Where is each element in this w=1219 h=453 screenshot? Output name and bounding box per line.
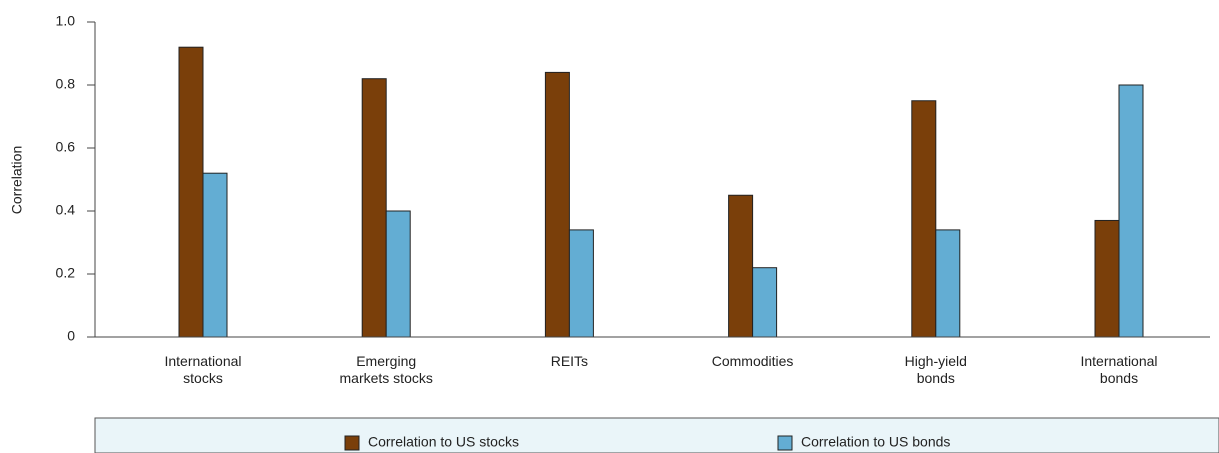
x-tick-label: REITs bbox=[550, 353, 589, 369]
bar bbox=[178, 46, 204, 338]
bar bbox=[935, 229, 961, 338]
legend-swatch bbox=[344, 435, 360, 451]
legend-box bbox=[94, 417, 1219, 453]
bar bbox=[568, 229, 594, 338]
x-tick-label: Emerging markets stocks bbox=[339, 353, 433, 386]
y-tick-label: 1.0 bbox=[56, 13, 76, 29]
bar bbox=[1094, 219, 1120, 338]
bar bbox=[1118, 84, 1144, 338]
y-tick-label: 0.6 bbox=[56, 139, 76, 155]
y-tick-label: 0.8 bbox=[56, 76, 76, 92]
legend-label: Correlation to US stocks bbox=[368, 434, 519, 450]
bar bbox=[728, 194, 754, 338]
y-tick-label: 0 bbox=[67, 328, 75, 344]
x-tick-label: International stocks bbox=[164, 353, 242, 386]
y-tick-label: 0.4 bbox=[56, 202, 76, 218]
bar bbox=[752, 267, 778, 338]
bar bbox=[202, 172, 228, 338]
x-tick-label: International bonds bbox=[1080, 353, 1158, 386]
bar bbox=[361, 78, 387, 338]
x-tick-label: High-yield bonds bbox=[904, 353, 967, 386]
y-axis-label: Correlation bbox=[9, 146, 25, 214]
bar bbox=[911, 100, 937, 338]
bar bbox=[544, 71, 570, 338]
bar bbox=[385, 210, 411, 338]
legend-swatch bbox=[777, 435, 793, 451]
legend-label: Correlation to US bonds bbox=[801, 434, 950, 450]
x-tick-label: Commodities bbox=[711, 353, 794, 369]
y-tick-label: 0.2 bbox=[56, 265, 76, 281]
